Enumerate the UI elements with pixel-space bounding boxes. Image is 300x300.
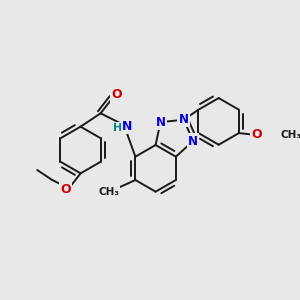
Text: N: N (155, 116, 166, 129)
Text: CH₃: CH₃ (280, 130, 300, 140)
Text: H: H (113, 123, 123, 133)
Text: N: N (179, 113, 189, 126)
Text: CH₃: CH₃ (98, 187, 119, 197)
Text: N: N (122, 120, 133, 133)
Text: O: O (111, 88, 122, 101)
Text: O: O (251, 128, 262, 141)
Text: O: O (60, 183, 71, 196)
Text: N: N (188, 135, 198, 148)
